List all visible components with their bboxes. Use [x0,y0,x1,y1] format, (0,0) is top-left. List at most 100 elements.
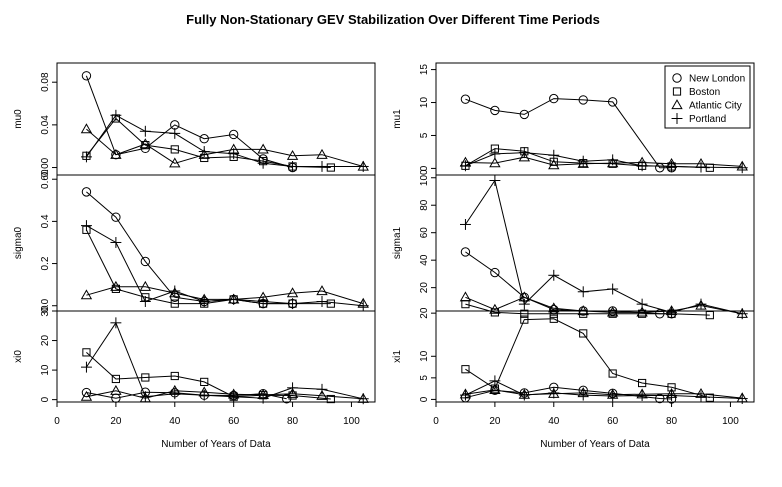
y-tick-label: 60 [419,227,430,239]
x-axis-label: Number of Years of Data [540,439,650,450]
data-point [139,125,151,137]
series-atlantic-city [80,123,369,171]
y-tick-label: 0.04 [40,115,51,135]
series-line [85,114,364,167]
y-tick-label: 0.00 [40,157,51,177]
data-point [257,143,269,154]
data-point [577,389,589,401]
series-line [464,179,743,315]
data-point [736,162,748,174]
data-point [579,329,588,338]
series-line [86,286,364,305]
data-point [316,148,328,159]
data-point [141,373,150,382]
panel-xi0: 0 10 20 30 xi0 0 20 40 60 80 100 Number of Years of… [13,305,376,450]
series-line [465,380,743,399]
y-axis-label: mu1 [392,109,403,129]
legend: New London Boston Atlantic City Portland [664,65,751,129]
figure-title: Fully Non-Stationary GEV Stabilization O… [186,12,600,27]
data-point [666,390,678,401]
legend-box [664,65,751,129]
data-point [518,389,530,401]
panel-frame [56,310,376,403]
series-line [86,225,364,307]
data-point [490,308,499,317]
y-tick-label: 5 [419,375,430,381]
data-point [326,163,335,172]
data-point [170,299,179,308]
data-point [198,146,210,157]
y-axis-label: sigma0 [13,226,24,259]
legend-marker [672,87,682,96]
data-point [199,134,209,144]
x-axis-label: Number of Years of Data [161,439,271,450]
legend-item: Portland [671,113,726,125]
data-point [81,71,92,81]
legend-label: Boston [689,87,720,98]
y-axis-label: mu0 [13,109,24,129]
series-line [85,75,293,168]
data-point [518,147,530,159]
data-point [81,187,92,197]
data-point [549,309,558,318]
data-point [198,296,210,307]
data-point [578,95,588,105]
data-point [548,159,560,170]
series-portland [459,175,748,320]
panel-xi1: 0 5 10 20 xi1 0 20 40 60 80 100 Number of Years of … [392,307,755,450]
data-point [198,148,210,159]
series-atlantic-city [459,151,748,171]
data-point [607,390,619,402]
legend-marker [671,99,683,110]
legend-label: Portland [689,114,726,125]
y-tick-label: 0.60 [40,169,51,189]
data-point [489,375,501,387]
x-tick-label: 100 [722,416,739,427]
data-point [139,280,152,291]
data-point [549,314,558,323]
y-tick-label: 30 [40,305,51,317]
y-tick-label: 5 [419,132,430,138]
data-point [518,151,531,162]
data-point [577,286,589,298]
data-point [110,280,122,291]
legend-marker [672,73,682,83]
data-point [111,374,120,384]
series-line [465,148,710,169]
panel-mu0: 0.00 0.04 0.08 mu0 [13,62,376,177]
y-tick-label: 10 [40,364,51,376]
data-point [110,384,122,395]
data-point [169,157,181,168]
x-tick-label: 40 [548,416,560,427]
data-point [459,389,471,401]
data-point [461,365,470,374]
data-point [607,97,618,107]
data-point [459,160,471,172]
data-point [110,148,122,159]
series-line [86,128,364,167]
series-portland [459,375,748,405]
data-point [326,299,335,308]
data-point [518,298,530,310]
data-point [636,306,648,317]
x-tick-label: 0 [54,416,60,427]
x-tick-label: 80 [287,416,299,427]
y-tick-label: 0 [40,396,51,402]
series-line [465,156,743,167]
panel-mu1: 0 5 10 15 mu1 [392,62,755,176]
series-portland [459,147,748,174]
data-point [548,149,560,161]
data-point [316,285,328,296]
data-point [169,285,181,297]
x-tick-label: 100 [343,416,360,427]
series-line [465,152,743,169]
panel-frame [435,310,755,403]
series-portland [80,317,369,405]
data-point [489,384,501,395]
data-point [666,306,678,318]
data-point [459,218,471,230]
data-point [519,109,530,120]
series-line [465,389,743,399]
data-point [228,391,240,403]
legend-item: Boston [672,87,720,98]
